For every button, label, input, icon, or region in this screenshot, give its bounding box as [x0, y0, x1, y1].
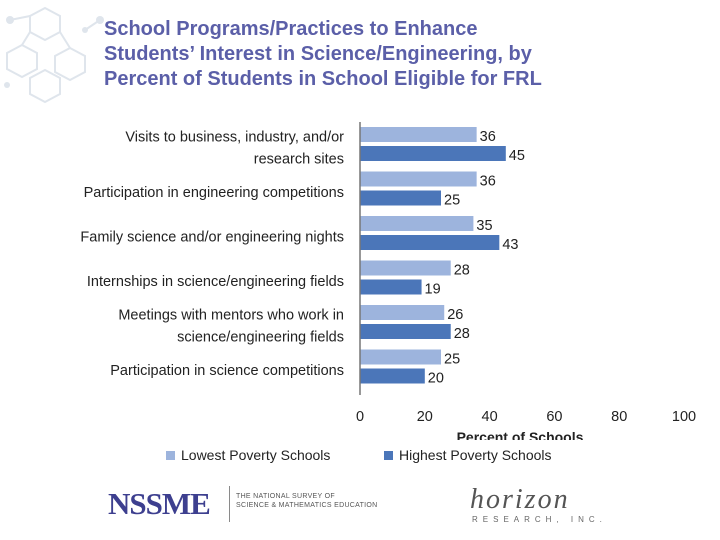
legend-swatch-lowest-poverty	[166, 450, 175, 460]
data-label: 36	[480, 174, 496, 190]
chart-title: School Programs/Practices to Enhance Stu…	[104, 17, 704, 92]
horizon-logo: horizon	[470, 484, 570, 515]
bar-highest-poverty	[360, 368, 425, 384]
data-label: 25	[444, 352, 460, 368]
title-line: School Programs/Practices to Enhance	[104, 18, 478, 40]
x-tick-label: 20	[417, 409, 433, 425]
title-line: Students’ Interest in Science/Engineerin…	[104, 43, 532, 65]
bar-highest-poverty	[360, 324, 451, 339]
molecule-decoration	[4, 6, 104, 104]
data-label: 20	[428, 371, 444, 387]
data-label: 25	[444, 193, 460, 209]
legend: Lowest Poverty Schools Highest Poverty S…	[0, 447, 720, 469]
bar-highest-poverty	[360, 146, 506, 161]
data-label: 45	[509, 148, 525, 164]
nssme-subtitle-line: THE NATIONAL SURVEY OF	[236, 493, 335, 500]
bar-highest-poverty	[360, 279, 422, 295]
legend-swatch-highest-poverty	[384, 450, 393, 460]
category-label: Participation in engineering competition…	[84, 185, 344, 201]
logo-divider	[229, 486, 230, 522]
nssme-logo: NSSME	[108, 486, 211, 521]
category-label: Meetings with mentors who work in science…	[118, 307, 344, 345]
x-tick-label: 40	[482, 409, 498, 425]
bar-lowest-poverty	[360, 171, 477, 187]
x-tick-label: 100	[672, 409, 696, 425]
legend-item-lowest-poverty: Lowest Poverty Schools	[166, 447, 330, 463]
data-label: 36	[480, 129, 496, 145]
category-label: Family science and/or engineering nights	[80, 229, 344, 245]
data-label: 35	[476, 218, 492, 234]
bar-lowest-poverty	[360, 349, 441, 365]
data-label: 19	[425, 282, 441, 298]
bar-chart: Visits to business, industry, and/or rese…	[80, 122, 696, 440]
bar-lowest-poverty	[360, 127, 477, 142]
x-tick-label: 60	[546, 409, 562, 425]
x-tick-label: 80	[611, 409, 627, 425]
data-label: 43	[502, 237, 518, 253]
x-axis-label: Percent of Schools	[457, 429, 584, 440]
bar-lowest-poverty	[360, 305, 445, 320]
nssme-subtitle-line: SCIENCE & MATHEMATICS EDUCATION	[236, 502, 378, 509]
data-label: 28	[454, 263, 470, 279]
category-label: Internships in science/engineering field…	[87, 274, 344, 290]
legend-label-highest-poverty: Highest Poverty Schools	[399, 447, 552, 463]
bar-lowest-poverty	[360, 216, 474, 231]
category-label: Participation in science competitions	[110, 363, 344, 379]
data-label: 26	[447, 307, 463, 323]
x-tick-label: 0	[356, 409, 364, 425]
legend-item-highest-poverty: Highest Poverty Schools	[384, 447, 552, 463]
horizon-subtitle: RESEARCH, INC.	[472, 515, 607, 524]
bar-highest-poverty	[360, 235, 500, 250]
title-line: Percent of Students in School Eligible f…	[104, 68, 542, 90]
bar-lowest-poverty	[360, 260, 451, 276]
category-label: Visits to business, industry, and/or rese…	[125, 129, 344, 167]
bar-highest-poverty	[360, 190, 441, 206]
footer: NSSME THE NATIONAL SURVEY OF SCIENCE & M…	[0, 478, 720, 540]
legend-label-lowest-poverty: Lowest Poverty Schools	[181, 447, 331, 463]
data-label: 28	[454, 326, 470, 342]
nssme-subtitle: THE NATIONAL SURVEY OF SCIENCE & MATHEMA…	[236, 492, 378, 510]
